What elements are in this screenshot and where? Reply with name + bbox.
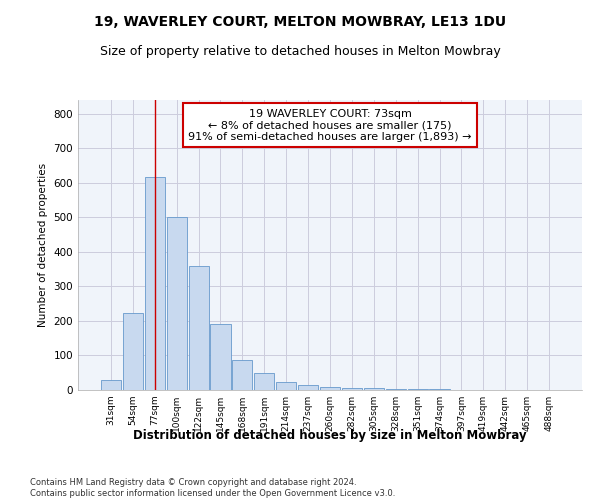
Bar bbox=[145, 176, 165, 390]
Text: Contains HM Land Registry data © Crown copyright and database right 2024.
Contai: Contains HM Land Registry data © Crown c… bbox=[30, 478, 395, 498]
Bar bbox=[342, 388, 362, 390]
Text: 19, WAVERLEY COURT, MELTON MOWBRAY, LE13 1DU: 19, WAVERLEY COURT, MELTON MOWBRAY, LE13… bbox=[94, 15, 506, 29]
Text: Distribution of detached houses by size in Melton Mowbray: Distribution of detached houses by size … bbox=[133, 428, 527, 442]
Bar bbox=[254, 372, 274, 390]
Bar bbox=[386, 388, 406, 390]
Bar bbox=[232, 360, 253, 390]
Bar bbox=[320, 386, 340, 390]
Bar bbox=[101, 380, 121, 390]
Bar bbox=[430, 388, 449, 390]
Bar bbox=[298, 385, 318, 390]
Bar bbox=[167, 218, 187, 390]
Y-axis label: Number of detached properties: Number of detached properties bbox=[38, 163, 48, 327]
Text: Size of property relative to detached houses in Melton Mowbray: Size of property relative to detached ho… bbox=[100, 45, 500, 58]
Text: 19 WAVERLEY COURT: 73sqm
← 8% of detached houses are smaller (175)
91% of semi-d: 19 WAVERLEY COURT: 73sqm ← 8% of detache… bbox=[188, 108, 472, 142]
Bar bbox=[364, 388, 384, 390]
Bar bbox=[407, 388, 428, 390]
Bar bbox=[211, 324, 230, 390]
Bar bbox=[123, 314, 143, 390]
Bar bbox=[188, 266, 209, 390]
Bar bbox=[276, 382, 296, 390]
